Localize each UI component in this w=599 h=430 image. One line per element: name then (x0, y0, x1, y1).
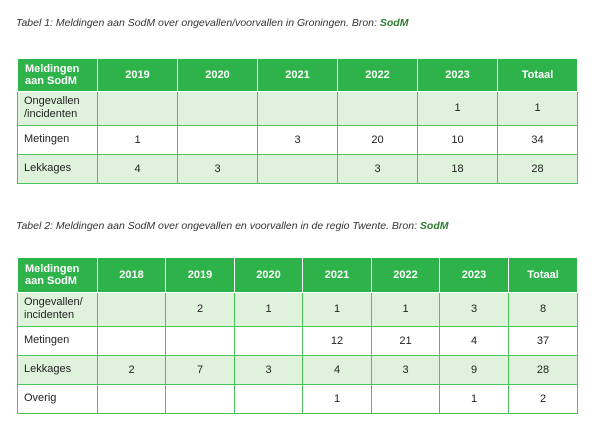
table-cell: 4 (302, 354, 372, 385)
table-twente: Meldingen aan SodM 2018 2019 2020 2021 2022 20… (17, 258, 578, 414)
table1-header-6: Totaal (497, 59, 578, 92)
table-cell: 2 (97, 354, 166, 385)
table-cell (97, 90, 178, 126)
table-row: Ongevallen/ incidenten 2 1 1 1 3 8 (17, 291, 578, 327)
table-cell: 1 (97, 124, 178, 155)
row-label: Metingen (17, 124, 98, 155)
table2-caption-source: SodM (419, 220, 449, 232)
table2-caption: Tabel 2: Meldingen aan SodM over ongeval… (16, 220, 449, 232)
table-cell: 2 (508, 383, 578, 414)
table-cell: 34 (497, 124, 578, 155)
table-row: Lekkages 2 7 3 4 3 9 28 (17, 354, 578, 385)
table2-header-label: Meldingen aan SodM (17, 258, 98, 293)
table1-header-5: 2023 (417, 59, 498, 92)
table-cell: 1 (439, 383, 509, 414)
table-row: Overig 1 1 2 (17, 383, 578, 414)
table-cell: 37 (508, 325, 578, 356)
table-cell: 3 (177, 153, 258, 184)
table-cell: 2 (165, 291, 235, 327)
table-cell (97, 325, 166, 356)
table-cell: 18 (417, 153, 498, 184)
table-cell: 1 (302, 383, 372, 414)
table-cell (165, 383, 235, 414)
table-row: Metingen 1 3 20 10 34 (17, 124, 578, 155)
table-cell (257, 153, 338, 184)
table2-header-5: 2022 (371, 258, 440, 293)
table2-header-1: 2018 (97, 258, 166, 293)
table-cell (371, 383, 440, 414)
table2-header-6: 2023 (439, 258, 509, 293)
table-cell: 10 (417, 124, 498, 155)
table1-caption: Tabel 1: Meldingen aan SodM over ongeval… (16, 17, 408, 29)
table-cell (177, 124, 258, 155)
table1-header-1: 2019 (97, 59, 178, 92)
table1-header-4: 2022 (337, 59, 418, 92)
table-cell: 3 (337, 153, 418, 184)
table-cell: 4 (439, 325, 509, 356)
row-label: Ongevallen/ incidenten (17, 291, 98, 327)
table-row: Lekkages 4 3 3 18 28 (17, 153, 578, 184)
table-cell: 3 (234, 354, 303, 385)
table-cell (177, 90, 258, 126)
table1-caption-text: Tabel 1: Meldingen aan SodM over ongeval… (16, 17, 380, 29)
table-cell: 3 (439, 291, 509, 327)
table2-header-2: 2019 (165, 258, 235, 293)
table1-caption-source: SodM (379, 17, 409, 29)
row-label: Lekkages (17, 153, 98, 184)
table-cell: 21 (371, 325, 440, 356)
table-cell (97, 383, 166, 414)
table-cell (337, 90, 418, 126)
table-cell: 1 (234, 291, 303, 327)
table-cell: 1 (417, 90, 498, 126)
table2-header-3: 2020 (234, 258, 303, 293)
table-cell: 3 (371, 354, 440, 385)
table-cell (97, 291, 166, 327)
table1-header-label: Meldingen aan SodM (17, 59, 98, 92)
row-label: Metingen (17, 325, 98, 356)
row-label: Lekkages (17, 354, 98, 385)
table-cell: 7 (165, 354, 235, 385)
table-cell: 28 (497, 153, 578, 184)
table-cell (234, 325, 303, 356)
row-label: Overig (17, 383, 98, 414)
table-cell: 28 (508, 354, 578, 385)
table-cell: 20 (337, 124, 418, 155)
table2-header-7: Totaal (508, 258, 578, 293)
table-row: Metingen 12 21 4 37 (17, 325, 578, 356)
row-label: Ongevallen /incidenten (17, 90, 98, 126)
table-groningen: Meldingen aan SodM 2019 2020 2021 2022 2023 To… (17, 59, 578, 184)
table-cell: 1 (302, 291, 372, 327)
table1-header-3: 2021 (257, 59, 338, 92)
table-cell: 9 (439, 354, 509, 385)
table-cell (234, 383, 303, 414)
table2-caption-text: Tabel 2: Meldingen aan SodM over ongeval… (16, 220, 420, 232)
table2-header-4: 2021 (302, 258, 372, 293)
table-row: Ongevallen /incidenten 1 1 (17, 90, 578, 126)
table-cell: 12 (302, 325, 372, 356)
table-cell: 1 (371, 291, 440, 327)
table-cell: 4 (97, 153, 178, 184)
table-cell (165, 325, 235, 356)
table-cell (257, 90, 338, 126)
table-cell: 1 (497, 90, 578, 126)
table-cell: 3 (257, 124, 338, 155)
table-cell: 8 (508, 291, 578, 327)
table1-header-2: 2020 (177, 59, 258, 92)
